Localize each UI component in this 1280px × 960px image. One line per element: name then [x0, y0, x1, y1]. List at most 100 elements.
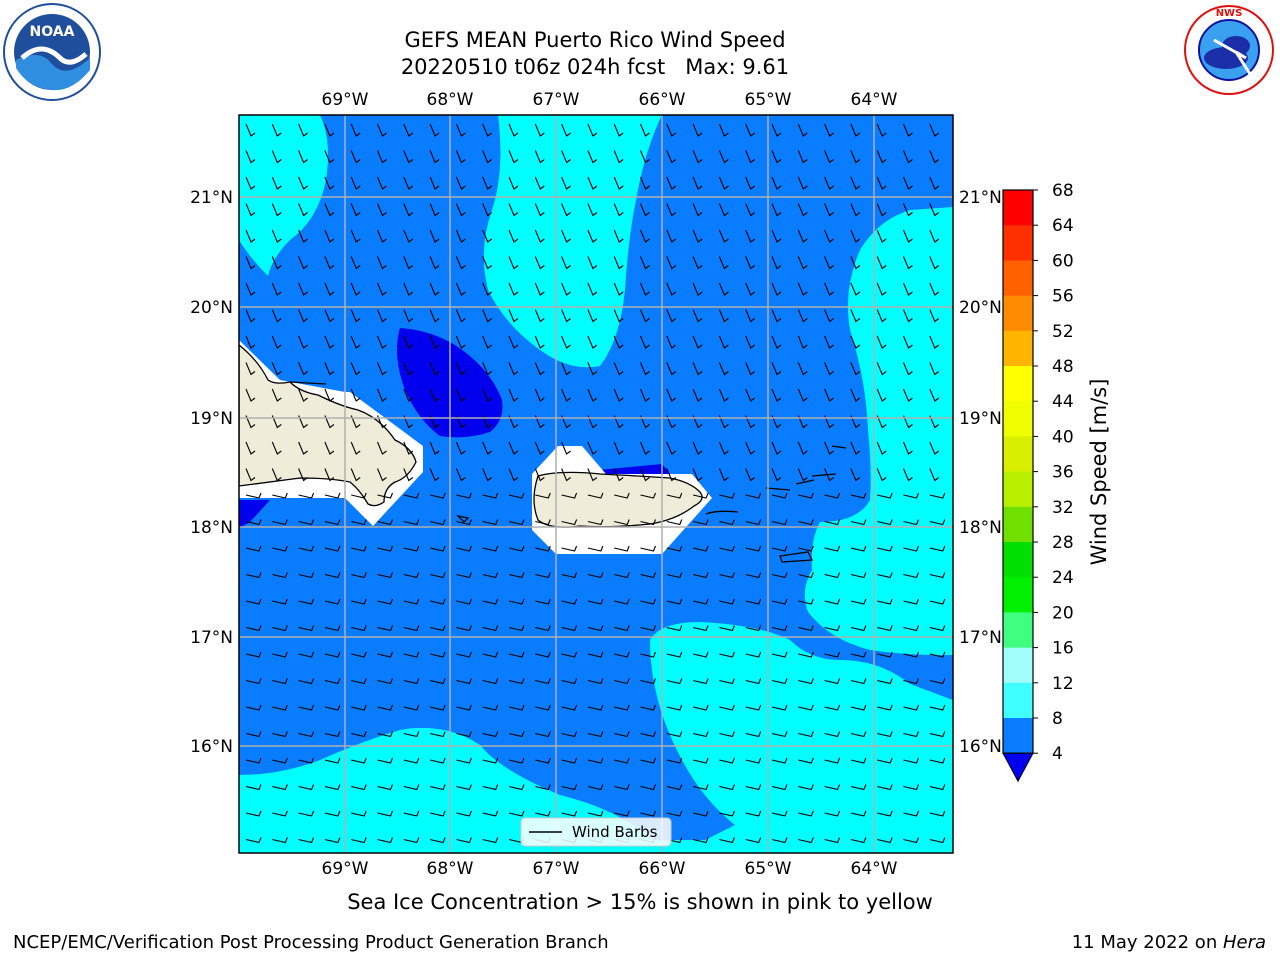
wind-barb — [508, 545, 525, 552]
wind-barb — [324, 256, 335, 270]
wind-barb — [535, 598, 551, 605]
wind-barb — [298, 362, 308, 376]
wind-barb — [797, 282, 808, 296]
wind-barb — [587, 731, 604, 738]
wind-region-north — [483, 115, 662, 368]
wind-barb — [298, 388, 308, 402]
wind-barb — [824, 309, 834, 323]
wind-barb — [587, 256, 598, 270]
wind-barb — [508, 282, 519, 296]
wind-barb — [245, 388, 256, 402]
wind-barb — [824, 810, 841, 817]
wind-barb — [640, 519, 657, 526]
wind-barb — [902, 123, 913, 137]
wind-barb — [745, 468, 756, 482]
wind-barb — [508, 784, 525, 791]
wind-barb — [614, 572, 630, 579]
wind-barb — [798, 784, 814, 791]
wind-barb — [482, 837, 499, 844]
wind-barb — [718, 229, 729, 243]
wind-barb — [429, 176, 440, 190]
wind-barb — [403, 545, 420, 552]
wind-barb — [824, 441, 834, 455]
wind-barb — [771, 335, 782, 349]
wind-barb — [271, 176, 282, 190]
lon-label: 66°W — [639, 859, 686, 879]
wind-barb — [850, 256, 861, 270]
wind-barb — [798, 492, 814, 499]
wind-barb — [876, 441, 887, 455]
wind-barb — [245, 784, 262, 791]
wind-barb — [850, 572, 867, 579]
wind-barb — [956, 705, 971, 710]
lat-label: 16°N — [959, 737, 1002, 757]
wind-barb — [429, 335, 440, 349]
wind-barb — [956, 599, 971, 604]
colorbar-segment — [1003, 506, 1033, 543]
wind-barb — [482, 598, 499, 605]
wind-barb — [719, 572, 735, 579]
wind-barb — [350, 282, 361, 296]
wind-barb — [561, 784, 578, 791]
wind-barb — [771, 625, 788, 632]
wind-barb — [640, 572, 657, 579]
wind-barb — [639, 415, 650, 429]
wind-barb — [718, 150, 729, 164]
wind-barb — [824, 229, 834, 243]
wind-barb — [271, 282, 282, 296]
wind-barb — [535, 810, 551, 817]
colorbar-tick-label: 36 — [1052, 463, 1074, 483]
lat-label: 21°N — [959, 188, 1002, 208]
wind-barb — [824, 176, 834, 190]
wind-barb — [587, 704, 604, 711]
wind-barb — [403, 519, 420, 526]
wind-barb — [824, 282, 834, 296]
wind-barb — [876, 362, 887, 376]
wind-barb — [456, 757, 472, 764]
wind-barb — [534, 335, 545, 349]
wind-barb — [666, 519, 683, 526]
wind-barb — [561, 810, 578, 817]
wind-barb — [956, 732, 971, 737]
wind-barb — [455, 203, 466, 217]
wind-barb — [508, 256, 519, 270]
wind-barb — [587, 229, 598, 243]
wind-region-low-hisp — [239, 500, 270, 528]
wind-barb — [508, 123, 519, 137]
wind-barb — [902, 362, 913, 376]
wind-barb — [272, 704, 288, 711]
wind-barb — [666, 256, 677, 270]
lon-label: 69°W — [322, 859, 369, 879]
wind-barb — [771, 229, 782, 243]
wind-barb — [482, 651, 499, 658]
wind-barb — [377, 625, 394, 632]
wind-barb — [797, 362, 808, 376]
wind-barb — [429, 388, 440, 402]
wind-barb — [614, 598, 630, 605]
lon-label: 67°W — [533, 90, 580, 110]
wind-barb — [535, 757, 551, 764]
wind-barb — [376, 388, 387, 402]
wind-barb — [956, 124, 965, 136]
wind-barb — [614, 678, 630, 685]
wind-barb — [456, 704, 472, 711]
wind-barb — [613, 388, 624, 402]
wind-barb — [561, 757, 578, 764]
wind-barb — [403, 282, 414, 296]
wind-barb — [324, 123, 335, 137]
wind-barb — [298, 335, 308, 349]
wind-barb — [902, 388, 913, 402]
wind-barb — [771, 572, 788, 579]
wind-barb — [956, 785, 971, 790]
wind-barb — [482, 176, 493, 190]
colorbar-tick-label: 44 — [1052, 392, 1074, 412]
wind-barb — [561, 545, 578, 552]
wind-barb — [298, 731, 315, 738]
wind-barb — [692, 837, 709, 844]
colorbar-tick-label: 8 — [1052, 709, 1063, 729]
wind-barb — [902, 229, 913, 243]
wind-barb — [613, 415, 624, 429]
wind-barb — [351, 678, 367, 685]
wind-barb — [377, 810, 394, 817]
wind-barb — [666, 123, 677, 137]
